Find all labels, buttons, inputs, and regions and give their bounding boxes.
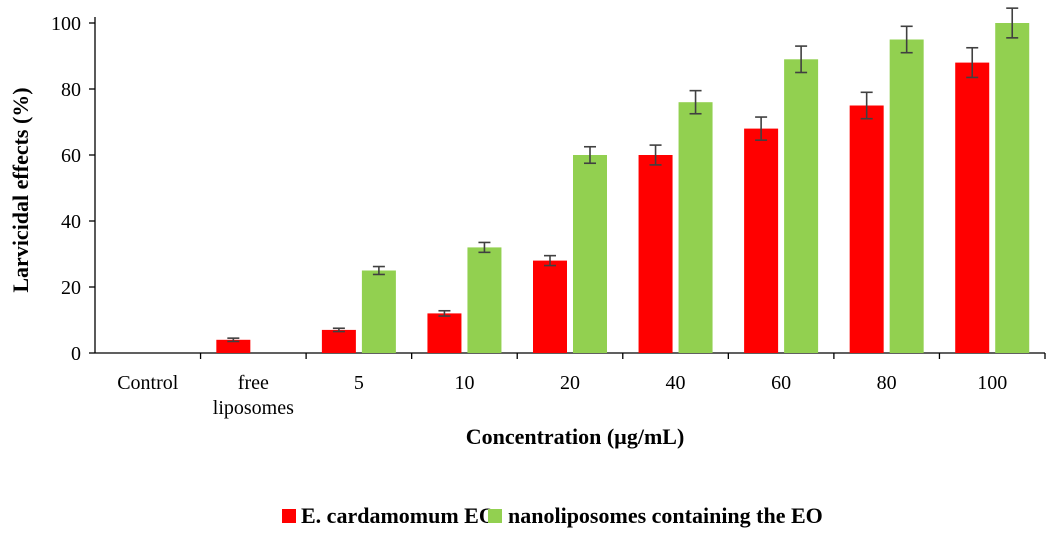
bar-nanoliposome [784,59,819,354]
y-tick-label: 40 [61,211,81,233]
error-bar [795,45,808,74]
error-bar [900,25,913,54]
bar-eo [849,105,884,353]
legend-swatch [488,509,502,523]
bar-eo [638,155,673,353]
legend: E. cardamomum EO nanoliposomes containing… [282,503,823,528]
x-axis-title: Concentration (µg/mL) [466,424,685,449]
x-tick-label: 60 [771,372,791,394]
error-bar [689,89,702,115]
bar-nanoliposome [467,247,502,353]
error-bar [584,145,596,165]
error-bar [1006,7,1019,39]
legend-swatch [282,509,296,523]
x-tick-label: 10 [454,372,474,394]
error-bar [649,144,662,166]
bar-eo [533,260,567,353]
error-bar [478,241,491,254]
x-tick-label: 20 [560,372,580,394]
y-tick-label: 80 [61,79,81,101]
x-tick-label: 100 [977,372,1007,394]
error-bar [227,337,240,343]
error-bar [372,265,385,276]
error-bar [966,46,979,79]
legend-label: nanoliposomes containing the EO [508,503,823,528]
y-axis-title: Larvicidal effects (%) [8,87,33,292]
error-bar [755,116,768,141]
bar-nanoliposome [361,270,396,353]
legend-label: E. cardamomum EO [301,503,496,528]
error-bar [332,327,345,333]
legend-item: nanoliposomes containing the EO [488,503,823,528]
error-bar [544,254,556,267]
bar-eo [321,329,356,353]
bar-nanoliposome [678,102,713,353]
y-tick-label: 20 [61,277,81,299]
bar-eo [427,313,462,353]
bar-nanoliposome [573,155,607,353]
legend-item: E. cardamomum EO [282,503,496,528]
plot-area: 0 20 40 60 80 100 Control free liposomes 5 10 20 40 6… [51,7,1046,419]
error-bar [860,91,873,120]
bar-eo [744,128,779,353]
y-tick-label: 100 [51,13,81,35]
error-bar [438,309,451,317]
x-tick-label: liposomes [213,397,294,419]
x-tick-label: 40 [666,372,686,394]
bar-eo [216,339,251,353]
bar-nanoliposome [889,39,924,353]
x-tick-label: Control [117,372,179,394]
bar-eo [955,62,990,353]
x-tick-label: 80 [877,372,897,394]
y-tick-label: 0 [71,343,81,365]
y-tick-label: 60 [61,145,81,167]
x-tick-label: 5 [354,372,364,394]
x-tick-label: free [238,372,269,394]
bar-nanoliposome [995,23,1030,353]
